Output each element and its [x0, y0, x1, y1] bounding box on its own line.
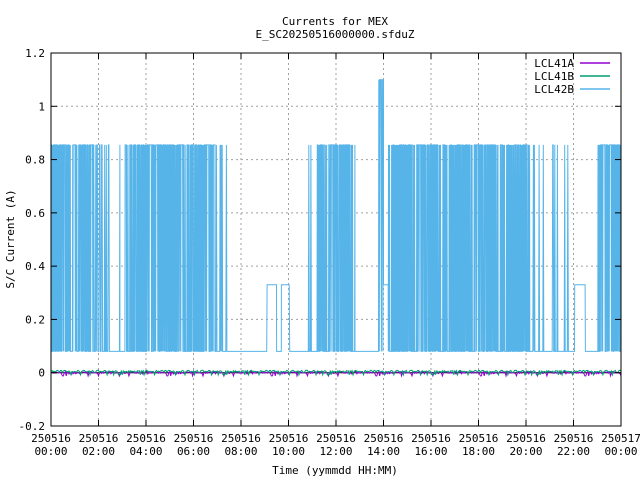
x-tick-date: 250516	[364, 432, 404, 445]
y-tick-label: 0	[38, 367, 45, 380]
x-tick-time: 00:00	[34, 445, 67, 458]
x-tick-date: 250516	[269, 432, 309, 445]
x-tick-time: 02:00	[82, 445, 115, 458]
chart-subtitle: E_SC20250516000000.sfduZ	[256, 28, 415, 41]
y-tick-labels: -0.2 0 0.2 0.4 0.6 0.8 1 1.2	[19, 47, 46, 433]
y-tick-label: 1.2	[25, 47, 45, 60]
x-tick-date: 250516	[411, 432, 451, 445]
x-tick-labels: 25051600:0025051602:0025051604:002505160…	[31, 432, 640, 458]
tick-layer	[50, 52, 622, 427]
x-tick-date: 250516	[31, 432, 71, 445]
x-tick-date: 250516	[79, 432, 119, 445]
y-tick-label: 0.8	[25, 154, 45, 167]
legend-label: LCL41B	[534, 70, 574, 83]
x-tick-date: 250516	[126, 432, 166, 445]
series-line-lcl41b	[50, 369, 622, 377]
x-tick-time: 16:00	[414, 445, 447, 458]
y-tick-label: 0.2	[25, 313, 45, 326]
legend-label: LCL42B	[534, 83, 574, 96]
y-tick-label: 1	[38, 100, 45, 113]
x-tick-time: 18:00	[462, 445, 495, 458]
x-tick-time: 20:00	[509, 445, 542, 458]
x-tick-time: 08:00	[224, 445, 257, 458]
x-tick-time: 10:00	[272, 445, 305, 458]
series-layer	[50, 79, 622, 378]
chart-title: Currents for MEX	[282, 15, 388, 28]
y-tick-label: 0.4	[25, 260, 45, 273]
y-tick-label: -0.2	[19, 420, 46, 433]
x-tick-time: 06:00	[177, 445, 210, 458]
x-tick-time: 00:00	[604, 445, 637, 458]
x-tick-time: 14:00	[367, 445, 400, 458]
x-tick-date: 250516	[554, 432, 594, 445]
series-line-lcl42b	[50, 79, 622, 352]
x-tick-time: 22:00	[557, 445, 590, 458]
x-axis-label: Time (yymmdd HH:MM)	[272, 464, 398, 477]
x-tick-date: 250517	[601, 432, 640, 445]
x-tick-date: 250516	[506, 432, 546, 445]
x-tick-date: 250516	[459, 432, 499, 445]
x-tick-date: 250516	[316, 432, 356, 445]
x-tick-date: 250516	[221, 432, 261, 445]
legend-label: LCL41A	[534, 57, 574, 70]
x-tick-time: 04:00	[129, 445, 162, 458]
y-tick-label: 0.6	[25, 207, 45, 220]
y-axis-label: S/C Current (A)	[4, 189, 17, 288]
x-tick-date: 250516	[174, 432, 214, 445]
x-tick-time: 12:00	[319, 445, 352, 458]
